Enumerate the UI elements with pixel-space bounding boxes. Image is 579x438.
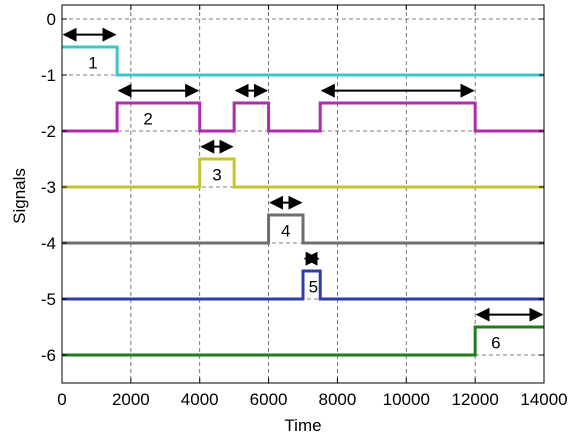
y-tick-label: -6: [41, 346, 56, 365]
signal-labels: 1 2 3 4 5 6: [88, 54, 500, 353]
signal-2-line: [62, 101, 544, 133]
x-tick-label: 8000: [319, 390, 357, 409]
y-tick-label: 0: [47, 10, 56, 29]
x-tick-label: 0: [57, 390, 66, 409]
signal-4-label: 4: [281, 222, 290, 241]
x-tick-label: 10000: [383, 390, 430, 409]
duration-arrows: [62, 27, 544, 322]
x-tick-label: 12000: [452, 390, 499, 409]
grid: [62, 5, 544, 383]
y-tick-label: -4: [41, 234, 56, 253]
y-tick-label: -2: [41, 122, 56, 141]
x-tick-label: 2000: [112, 390, 150, 409]
y-tick-label: -5: [41, 290, 56, 309]
x-tick-label: 14000: [520, 390, 567, 409]
signal-4-line: [62, 213, 544, 245]
y-tick-label: -1: [41, 66, 56, 85]
signal-3-line: [62, 157, 544, 189]
y-tick-label: -3: [41, 178, 56, 197]
signal-2-label: 2: [143, 110, 152, 129]
y-axis-label: Signals: [10, 168, 29, 224]
signal-1-label: 1: [88, 54, 97, 73]
signal-1-line: [62, 45, 544, 77]
x-axis-ticks: 0 2000 4000 6000 8000 10000 12000 14000: [57, 5, 568, 409]
x-tick-label: 4000: [181, 390, 219, 409]
signal-6-label: 6: [491, 334, 500, 353]
signal-series: [62, 45, 544, 357]
x-tick-label: 6000: [250, 390, 288, 409]
signal-5-line: [62, 269, 544, 301]
x-axis-label: Time: [284, 416, 321, 435]
signal-3-label: 3: [212, 166, 221, 185]
signal-5-label: 5: [309, 278, 318, 297]
plot-frame: [61, 4, 545, 384]
signal-6-line: [62, 325, 544, 357]
y-axis-ticks: 0 -1 -2 -3 -4 -5 -6: [41, 10, 544, 365]
